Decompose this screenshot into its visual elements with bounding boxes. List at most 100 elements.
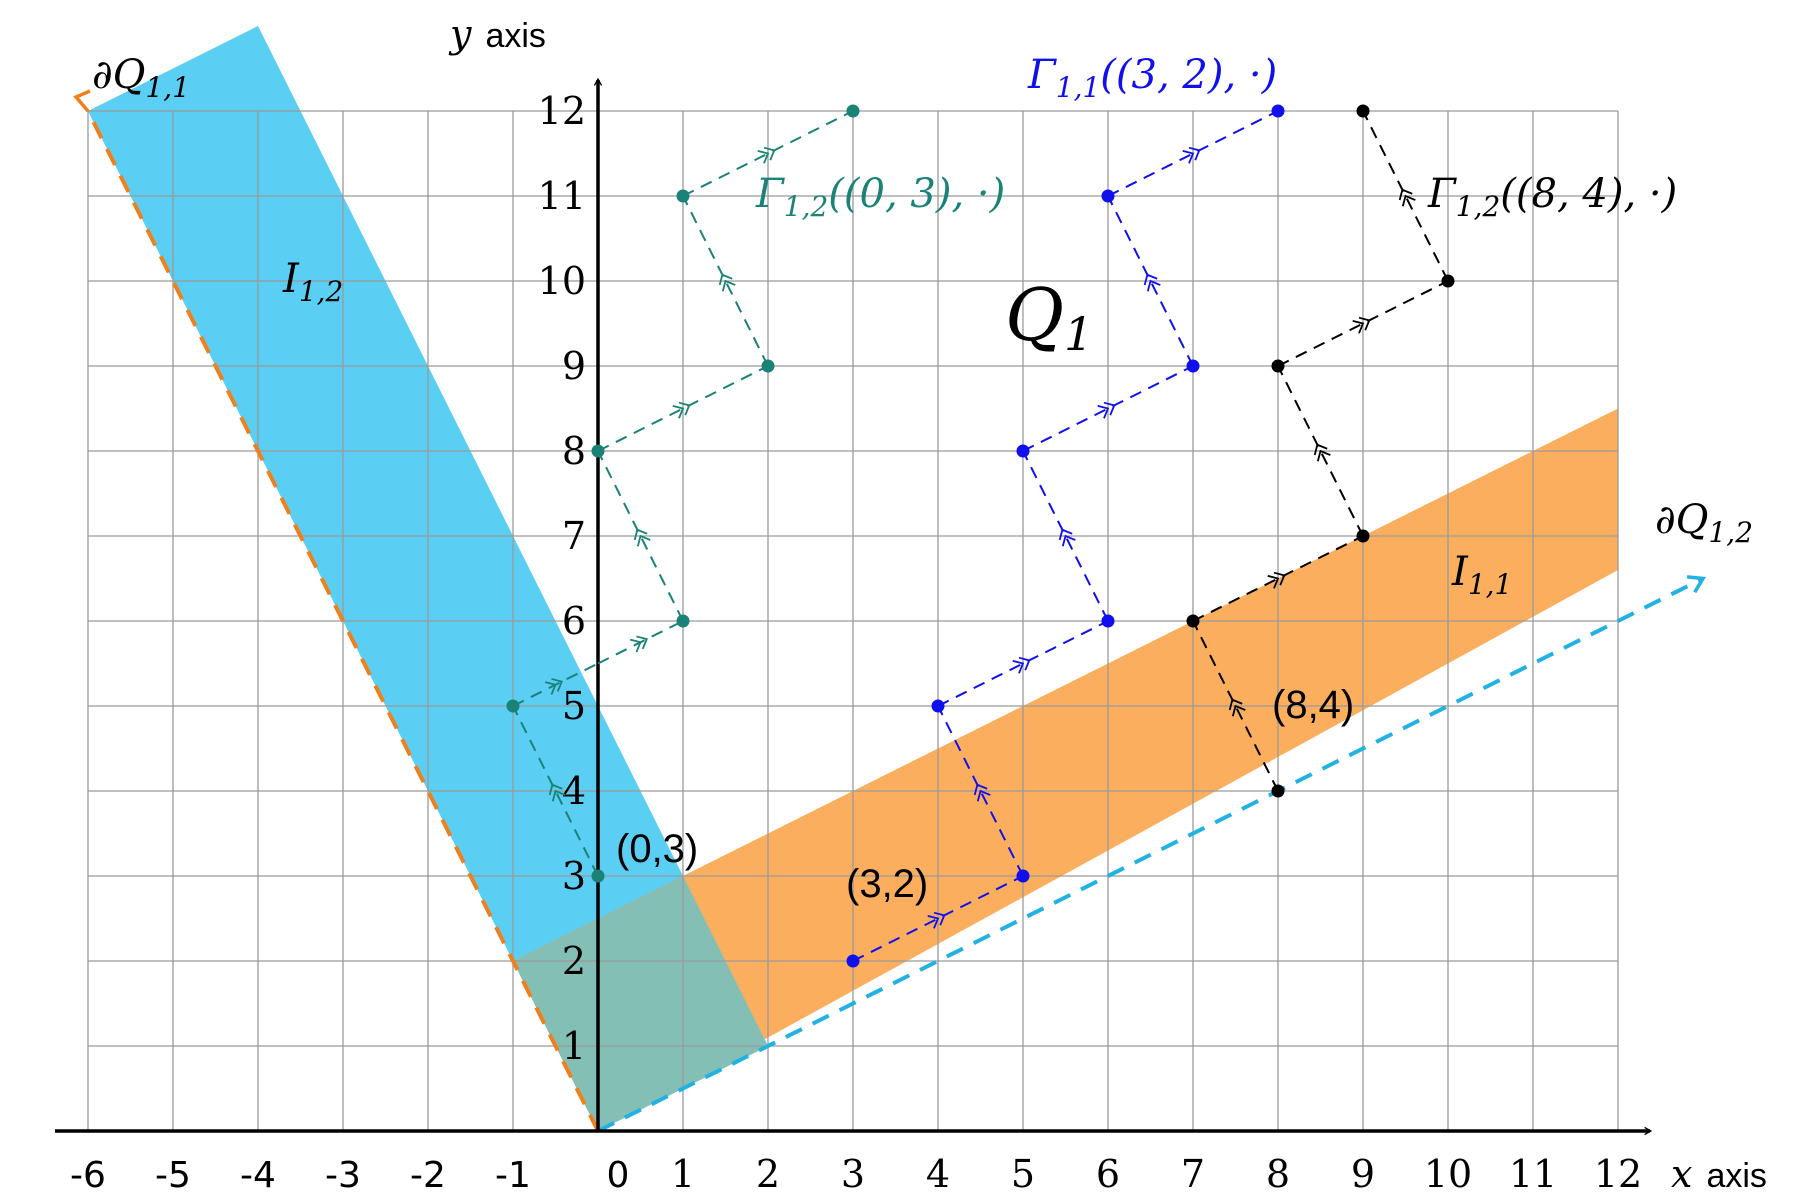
y-tick-label: 1 xyxy=(562,1024,586,1068)
path-blue-direction-marker xyxy=(1182,146,1201,164)
x-tick-label: 7 xyxy=(1181,1152,1205,1196)
path-teal-point xyxy=(676,614,690,628)
path-blue-point xyxy=(1186,359,1200,373)
y-tick-label: 3 xyxy=(562,854,586,898)
x-tick-label: -1 xyxy=(495,1155,531,1196)
path-black-point xyxy=(1356,104,1370,118)
path-blue-direction-marker xyxy=(973,783,991,802)
path-black-direction-marker xyxy=(1313,443,1331,462)
boundary-dq12-arrowhead xyxy=(1686,575,1706,594)
path-blue-segment xyxy=(1022,450,1109,622)
x-tick-label: 5 xyxy=(1011,1152,1035,1196)
path-teal-direction-marker xyxy=(548,783,566,802)
path-blue-direction-marker xyxy=(1058,528,1076,547)
path-teal-segment xyxy=(597,450,684,622)
path-blue-segment xyxy=(1107,195,1194,367)
path-black-point xyxy=(1271,359,1285,373)
boundary-dq12-line xyxy=(597,576,1704,1133)
path-black-segment xyxy=(1277,365,1364,537)
x-tick-label: 0 xyxy=(607,1155,630,1196)
x-tick-label: 10 xyxy=(1424,1152,1472,1196)
path-black-segment xyxy=(1277,280,1449,367)
path-blue-point xyxy=(1016,869,1030,883)
path-blue-segment xyxy=(937,620,1109,707)
path-teal-direction-marker xyxy=(672,401,691,419)
path-blue-segment xyxy=(1022,365,1194,452)
path-black-direction-marker xyxy=(1398,188,1416,207)
region-i11-label: I1,1 xyxy=(1451,549,1512,601)
region-overlap xyxy=(513,876,768,1131)
path-blue-direction-marker xyxy=(927,911,946,929)
boundary-dq11-arrowhead xyxy=(73,89,91,113)
path-teal-direction-marker xyxy=(629,635,648,653)
y-tick-label: 5 xyxy=(562,684,586,728)
path-teal-direction-marker xyxy=(544,678,563,695)
path-blue-point xyxy=(846,954,860,968)
point-label-0-3: (0,3) xyxy=(616,827,698,871)
labels: y axis x axis Q1 I1,2 I1,1 ∂Q1,1 ∂Q1,2 xyxy=(92,12,1767,1196)
path-blue-point xyxy=(1101,189,1115,203)
path-teal-point xyxy=(506,699,520,713)
path-blue-point xyxy=(1271,104,1285,118)
point-label-8-4: (8,4) xyxy=(1272,683,1354,727)
x-tick-label: 8 xyxy=(1266,1152,1290,1196)
region-i-1-1 xyxy=(513,408,1618,1131)
x-tick-label: 2 xyxy=(756,1152,780,1196)
path-blue-point xyxy=(931,699,945,713)
boundary-dq12-label: ∂Q1,2 xyxy=(1655,497,1753,549)
paths-layer xyxy=(506,104,1455,968)
path-teal-point xyxy=(676,189,690,203)
path-black-label: Γ1,2((8, 4), ·) xyxy=(1427,171,1677,223)
path-black-direction-marker xyxy=(1228,698,1246,717)
point-label-3-2: (3,2) xyxy=(846,862,928,906)
path-black-direction-marker xyxy=(1352,316,1371,334)
y-tick-label: 9 xyxy=(562,344,586,388)
y-tick-label: 6 xyxy=(562,599,586,643)
path-black-point xyxy=(1271,784,1285,798)
path-teal-segment xyxy=(682,110,854,197)
axes xyxy=(55,77,1653,1136)
path-blue-segment xyxy=(1107,110,1279,197)
path-teal-point xyxy=(761,359,775,373)
x-tick-label: -3 xyxy=(325,1155,361,1196)
y-tick-label: 12 xyxy=(538,89,586,133)
path-teal-point xyxy=(591,444,605,458)
path-blue-segment xyxy=(852,875,1024,962)
path-blue-direction-marker xyxy=(1097,401,1116,419)
x-tick-label: -5 xyxy=(155,1155,191,1196)
path-black-point xyxy=(1441,274,1455,288)
path-blue-point xyxy=(1016,444,1030,458)
path-blue-direction-marker xyxy=(1143,273,1161,292)
x-tick-label: 6 xyxy=(1096,1152,1120,1196)
path-black-segment xyxy=(1192,620,1279,792)
boundary-dq11-label: ∂Q1,1 xyxy=(92,52,190,104)
path-teal-direction-marker xyxy=(718,273,736,292)
boundary-dq11-line xyxy=(86,110,600,1132)
region-i12-label: I1,2 xyxy=(282,256,343,308)
path-teal-direction-marker xyxy=(633,528,651,547)
path-teal-segment xyxy=(512,705,599,877)
path-black-direction-marker xyxy=(1267,571,1286,589)
x-tick-label: 3 xyxy=(841,1152,865,1196)
path-blue-direction-marker xyxy=(1012,656,1031,674)
x-axis-label: x axis xyxy=(1671,1152,1767,1196)
path-teal-label: Γ1,2((0, 3), ·) xyxy=(755,171,1005,223)
x-tick-label: 4 xyxy=(926,1152,950,1196)
path-teal-segment xyxy=(682,195,769,367)
y-tick-label: 8 xyxy=(562,429,586,473)
x-tick-label: 9 xyxy=(1351,1152,1375,1196)
tick-labels: -6 -5 -4 -3 -2 -1 0 1 2 3 4 5 6 7 8 9 10 11 12123456789101… xyxy=(70,89,1642,1196)
y-axis-label: y axis xyxy=(448,12,546,56)
y-tick-label: 10 xyxy=(538,259,586,303)
path-black-segment xyxy=(1192,535,1364,622)
region-q1-label: Q1 xyxy=(1005,273,1093,361)
x-tick-label: -4 xyxy=(240,1155,276,1196)
y-tick-label: 2 xyxy=(562,939,586,983)
path-blue-segment xyxy=(937,705,1024,877)
path-blue-point xyxy=(1101,614,1115,628)
x-tick-label: 1 xyxy=(671,1152,695,1196)
y-tick-label: 7 xyxy=(562,514,586,558)
y-tick-label: 4 xyxy=(562,769,586,813)
path-teal-segment xyxy=(597,365,769,452)
